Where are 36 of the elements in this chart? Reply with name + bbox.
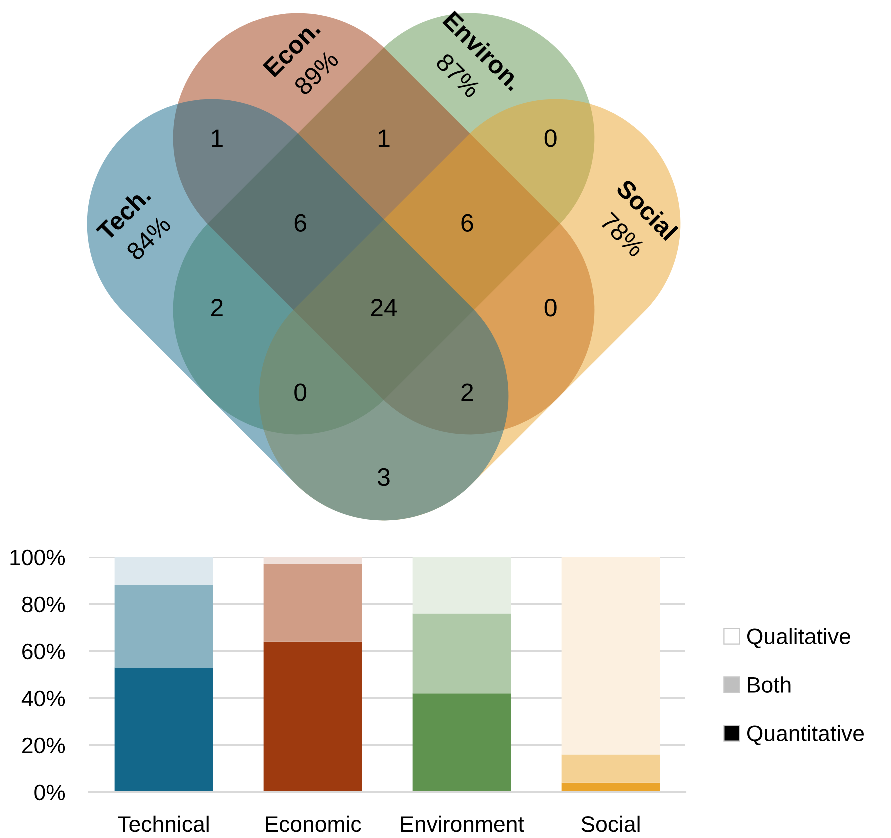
text: 1 (378, 130, 390, 148)
y-tick-label: 20% (22, 738, 66, 754)
bar (562, 782, 660, 792)
x-tick-label: Economic (266, 816, 362, 832)
text: 0 (544, 299, 557, 317)
text: 3 (378, 468, 390, 486)
bar (412, 694, 512, 792)
x-tick-label: Technical (118, 816, 209, 832)
text: 0 (544, 130, 557, 148)
text: 6 (294, 214, 306, 232)
text: Qualitative (747, 628, 850, 648)
y-tick-label: 0% (34, 784, 66, 801)
y-tick-label: 40% (22, 690, 66, 707)
text: 2 (462, 384, 474, 402)
y-tick-label: 60% (22, 644, 66, 660)
text: 0 (294, 384, 307, 402)
text: 6 (462, 214, 474, 232)
text: 1 (212, 130, 223, 148)
bar (114, 668, 214, 792)
y-tick-label: 100% (10, 550, 66, 566)
y-tick-label: 80% (22, 596, 66, 613)
x-tick-label: Social (582, 816, 640, 832)
bar (264, 557, 362, 564)
x-tick-label: Environment (401, 816, 524, 832)
bar (114, 586, 214, 668)
bar (264, 564, 362, 642)
text: Both (748, 676, 791, 693)
text: Quantitative (747, 725, 864, 746)
bar (264, 642, 362, 792)
text: 2 (211, 299, 223, 316)
text: 24 (371, 299, 398, 316)
bar (412, 557, 512, 614)
bar (562, 754, 660, 783)
bar (412, 614, 512, 694)
bar (114, 557, 214, 586)
bar (562, 557, 660, 755)
